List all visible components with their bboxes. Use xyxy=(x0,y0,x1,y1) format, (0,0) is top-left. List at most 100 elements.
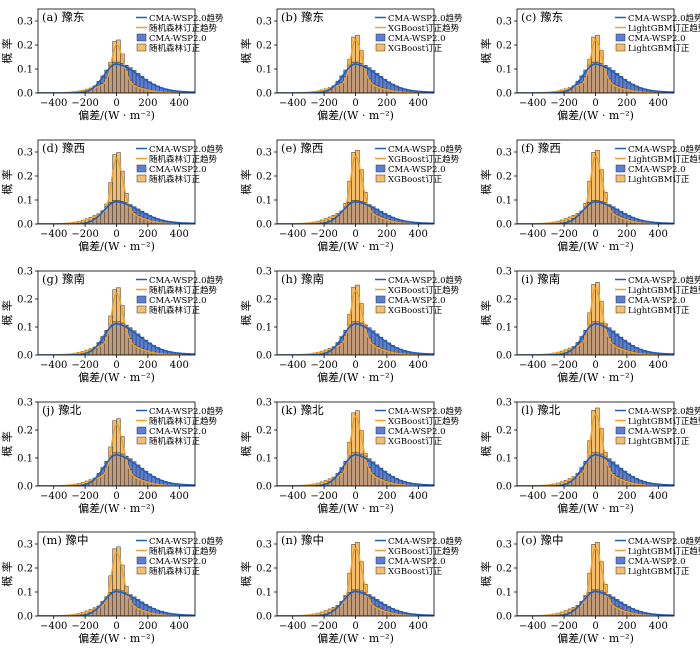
legend-label: LightGBM订正趋势 xyxy=(628,285,700,296)
x-tick-label: 0 xyxy=(352,360,358,371)
overlap-histogram-bar xyxy=(351,61,356,93)
plot-area xyxy=(517,282,674,355)
y-tick-label: 0.3 xyxy=(496,267,512,278)
legend-label: 随机森林订正 xyxy=(149,43,201,54)
y-tick-label: 0.0 xyxy=(496,482,512,493)
x-tick-label: 200 xyxy=(377,621,396,632)
overlap-histogram-bar xyxy=(591,589,596,616)
x-tick-label: 200 xyxy=(138,491,157,502)
x-tick-label: −200 xyxy=(310,98,337,109)
y-tick-label: 0.2 xyxy=(17,564,33,575)
y-tick-label: 0.1 xyxy=(17,65,33,76)
overlap-histogram-bar xyxy=(599,322,604,355)
legend-label: LightGBM订正 xyxy=(628,174,690,185)
x-tick-label: −400 xyxy=(279,98,306,109)
legend-label: CMA-WSP2.0趋势 xyxy=(388,406,463,417)
cma-trend-line xyxy=(38,323,195,355)
y-axis-label: 概 率 xyxy=(479,561,493,587)
x-tick-label: 0 xyxy=(592,229,598,240)
legend-label: LightGBM订正趋势 xyxy=(628,154,700,165)
y-tick-label: 0.1 xyxy=(256,196,272,207)
y-tick-label: 0.0 xyxy=(17,612,33,623)
legend-correction-bar-swatch xyxy=(615,174,626,183)
overlap-histogram-bar xyxy=(116,321,121,355)
y-tick-label: 0.0 xyxy=(17,220,33,231)
legend-correction-bar-swatch xyxy=(375,436,386,445)
legend-label: CMA-WSP2.0趋势 xyxy=(388,144,463,155)
legend-label: CMA-WSP2.0趋势 xyxy=(149,536,224,547)
plot-area xyxy=(38,39,195,93)
cma-trend-line xyxy=(517,63,674,93)
overlap-histogram-bar xyxy=(355,200,360,224)
x-tick-label: 0 xyxy=(592,621,598,632)
x-axis-label: 偏差/(W · m⁻²) xyxy=(317,501,394,515)
x-axis-label: 偏差/(W · m⁻²) xyxy=(317,108,394,122)
legend-correction-bar-swatch xyxy=(136,43,147,52)
plot-area xyxy=(38,152,195,224)
legend-label: CMA-WSP2.0 xyxy=(628,165,686,175)
x-tick-label: −200 xyxy=(310,491,337,502)
overlap-histogram-bar xyxy=(355,61,360,93)
panel-title: (a) 豫东 xyxy=(42,10,85,24)
x-tick-label: −200 xyxy=(310,229,337,240)
y-axis-label: 概 率 xyxy=(239,169,253,195)
y-tick-label: 0.2 xyxy=(496,41,512,52)
legend-label: CMA-WSP2.0趋势 xyxy=(628,536,700,547)
y-axis-label: 概 率 xyxy=(479,38,493,64)
x-tick-label: −200 xyxy=(310,621,337,632)
x-tick-label: −200 xyxy=(71,360,98,371)
y-tick-label: 0.3 xyxy=(17,267,33,278)
legend-cma-bar-swatch xyxy=(375,295,386,304)
x-tick-label: 0 xyxy=(113,360,119,371)
correction-histogram-bar xyxy=(355,35,360,63)
x-tick-label: 400 xyxy=(170,229,189,240)
overlap-histogram-bar xyxy=(603,202,608,224)
legend-correction-bar-swatch xyxy=(136,566,147,575)
x-tick-label: −400 xyxy=(279,491,306,502)
y-tick-label: 0.3 xyxy=(17,17,33,28)
panel-title: (e) 豫西 xyxy=(281,141,323,155)
y-tick-label: 0.1 xyxy=(496,323,512,334)
plot-area xyxy=(277,284,434,355)
x-tick-label: 400 xyxy=(170,621,189,632)
x-tick-label: −400 xyxy=(279,360,306,371)
y-tick-label: 0.2 xyxy=(496,426,512,437)
x-tick-label: −400 xyxy=(519,621,546,632)
y-tick-label: 0.0 xyxy=(496,220,512,231)
x-tick-label: 200 xyxy=(617,491,636,502)
x-tick-label: 200 xyxy=(138,98,157,109)
overlap-histogram-bar xyxy=(120,453,125,486)
x-tick-label: 0 xyxy=(352,98,358,109)
x-axis-label: 偏差/(W · m⁻²) xyxy=(78,108,155,122)
overlap-histogram-bar xyxy=(116,200,121,224)
x-tick-label: 0 xyxy=(592,360,598,371)
x-tick-label: −200 xyxy=(71,98,98,109)
x-axis-label: 偏差/(W · m⁻²) xyxy=(317,239,394,253)
legend-label: CMA-WSP2.0 xyxy=(149,165,207,175)
x-tick-label: −200 xyxy=(550,229,577,240)
legend-label: CMA-WSP2.0 xyxy=(388,427,446,437)
y-axis-label: 概 率 xyxy=(0,561,14,587)
overlap-histogram-bar xyxy=(116,61,121,93)
legend-correction-bar-swatch xyxy=(136,305,147,314)
panel-title: (l) 豫北 xyxy=(521,403,561,417)
y-tick-label: 0.1 xyxy=(17,196,33,207)
legend-label: XGBoost订正趋势 xyxy=(388,285,460,296)
x-tick-label: 200 xyxy=(377,229,396,240)
overlap-histogram-bar xyxy=(591,321,596,355)
y-tick-label: 0.3 xyxy=(496,398,512,409)
legend-cma-bar-swatch xyxy=(615,295,626,304)
overlap-histogram-bar xyxy=(120,322,125,355)
overlap-histogram-bar xyxy=(591,61,596,93)
y-tick-label: 0.0 xyxy=(496,351,512,362)
x-tick-label: 400 xyxy=(649,98,668,109)
legend-label: LightGBM订正 xyxy=(628,436,690,447)
y-tick-label: 0.3 xyxy=(256,540,272,551)
y-tick-label: 0.1 xyxy=(496,196,512,207)
legend-label: CMA-WSP2.0趋势 xyxy=(388,536,463,547)
y-tick-label: 0.0 xyxy=(256,220,272,231)
overlap-histogram-bar xyxy=(603,592,608,616)
y-tick-label: 0.1 xyxy=(496,65,512,76)
y-tick-label: 0.3 xyxy=(17,540,33,551)
x-tick-label: −200 xyxy=(550,621,577,632)
